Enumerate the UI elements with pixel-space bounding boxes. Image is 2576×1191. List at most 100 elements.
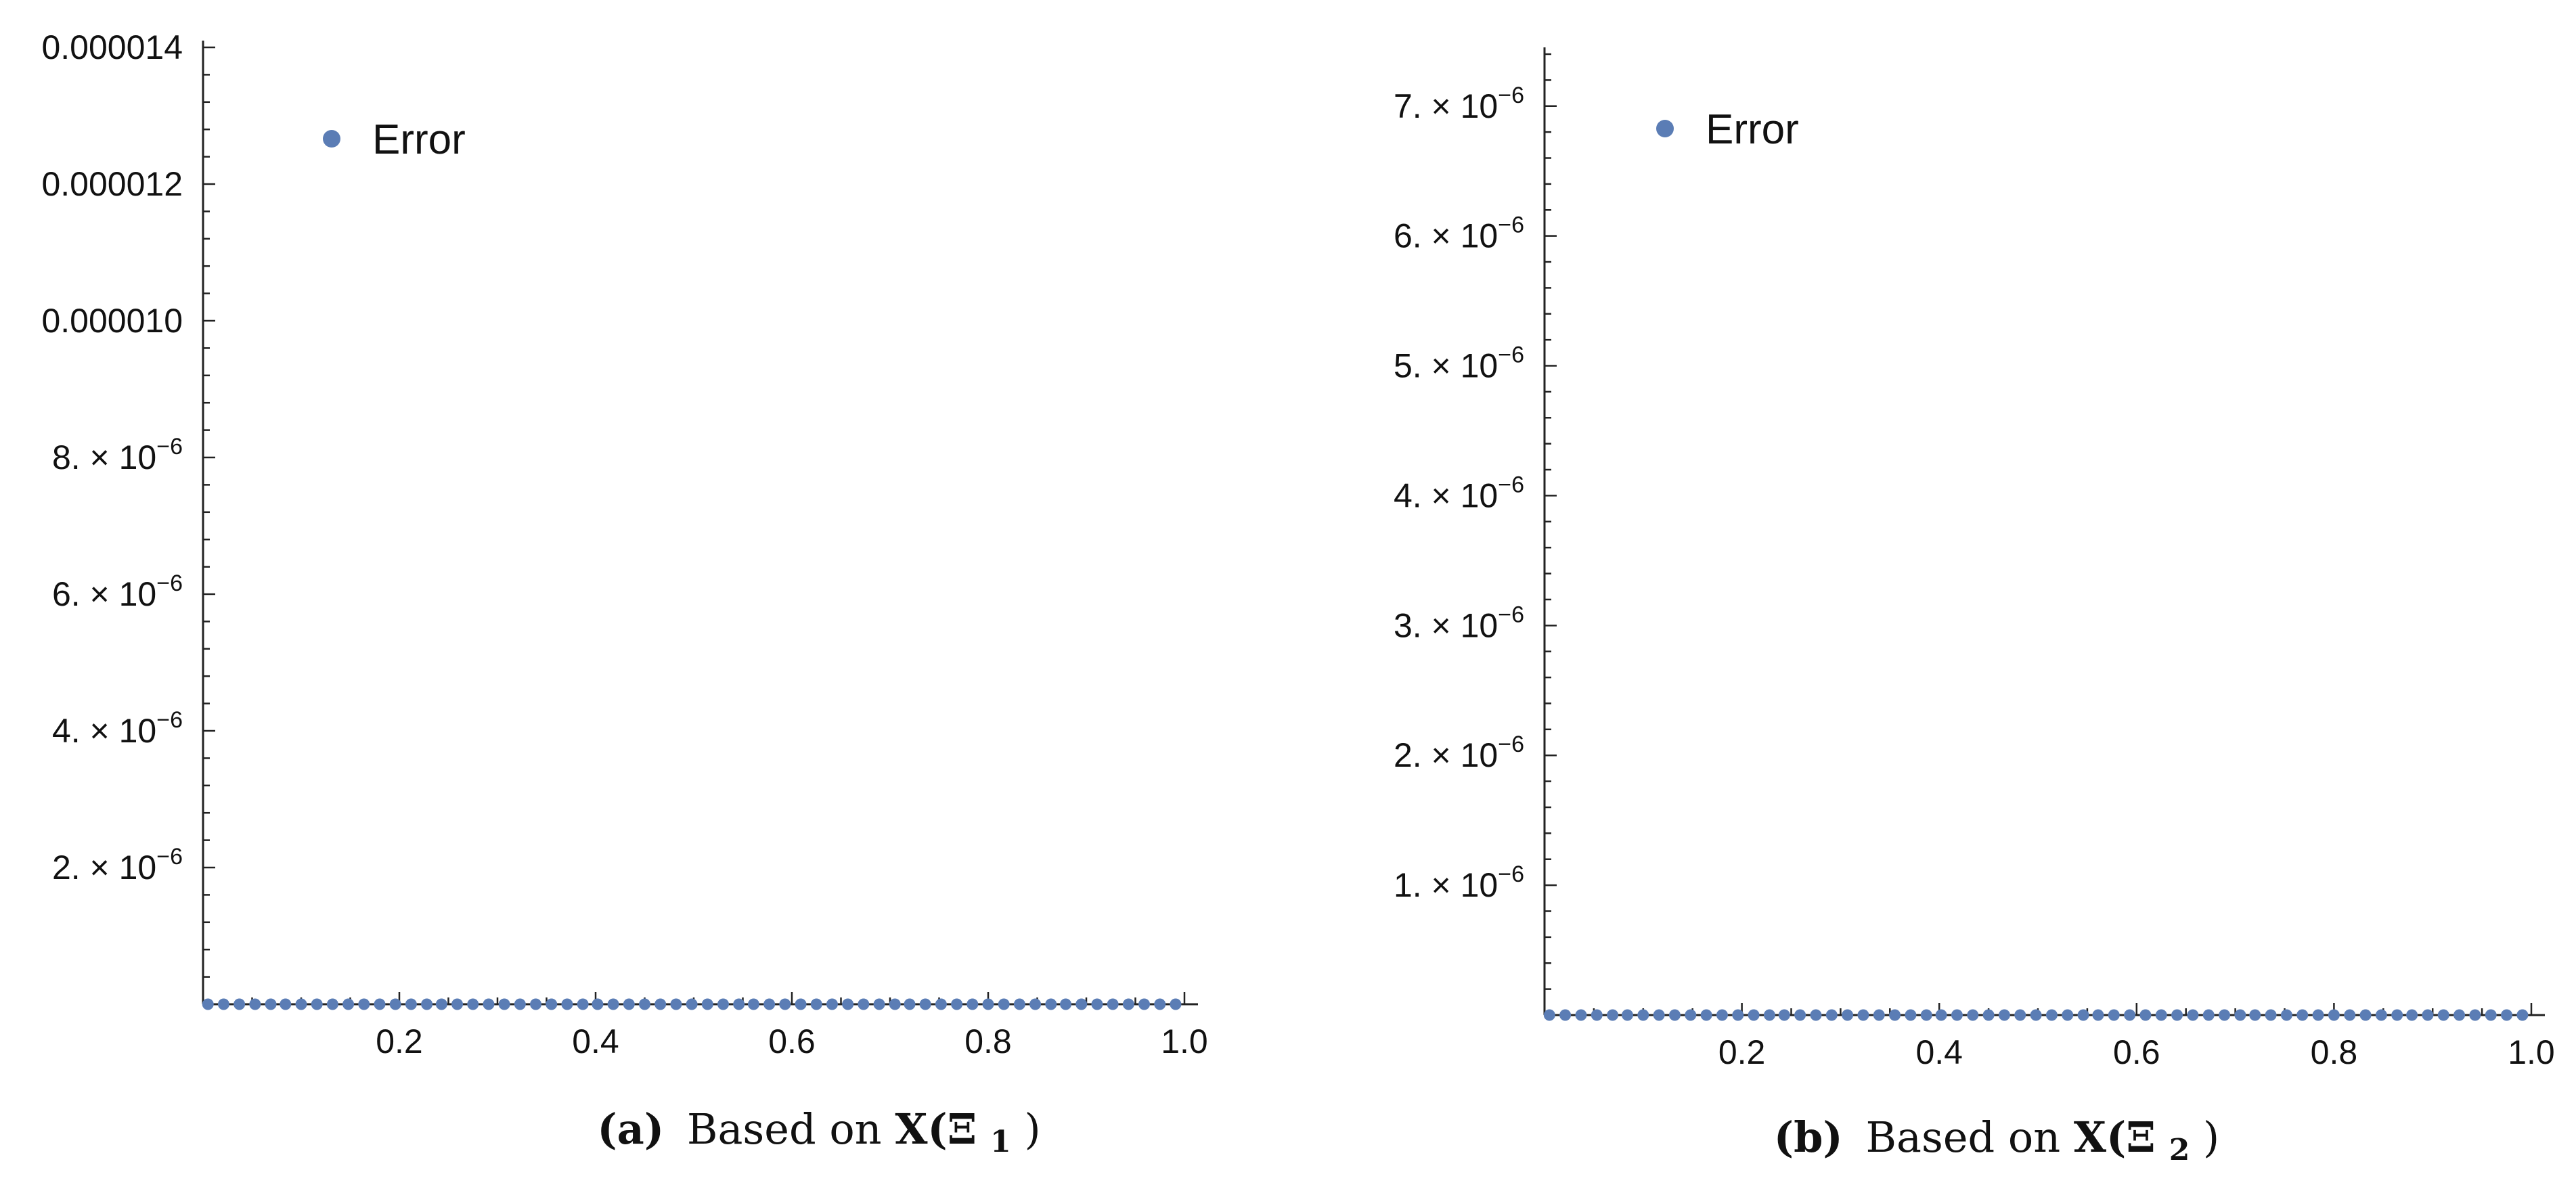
error-point-b bbox=[2234, 1009, 2246, 1021]
error-point-b bbox=[2092, 1009, 2104, 1021]
error-point-b bbox=[2391, 1009, 2403, 1021]
error-point-a bbox=[858, 998, 870, 1010]
y-tick-label-b: 1. × 10−6 bbox=[1394, 861, 1524, 904]
error-point-b bbox=[2077, 1009, 2089, 1021]
caption-b-close: ) bbox=[2203, 1113, 2219, 1162]
y-tick-label-a: 0.000012 bbox=[41, 165, 183, 203]
error-point-b bbox=[2406, 1009, 2418, 1021]
y-tick-label-b: 2. × 10−6 bbox=[1394, 732, 1524, 774]
error-point-b bbox=[2062, 1009, 2074, 1021]
error-point-b bbox=[1794, 1009, 1806, 1021]
error-point-a bbox=[530, 998, 542, 1010]
error-point-a bbox=[1154, 998, 1166, 1010]
y-tick-label-b: 5. × 10−6 bbox=[1394, 342, 1524, 385]
error-point-a bbox=[1091, 998, 1103, 1010]
error-point-b bbox=[2375, 1009, 2387, 1021]
y-tick-label-a: 6. × 10−6 bbox=[52, 570, 183, 613]
legend-label-a: Error bbox=[372, 116, 466, 163]
error-point-a bbox=[639, 998, 650, 1010]
error-point-a bbox=[311, 998, 323, 1010]
error-point-a bbox=[405, 998, 417, 1010]
error-point-a bbox=[467, 998, 479, 1010]
error-point-b bbox=[1621, 1009, 1633, 1021]
error-point-b bbox=[1857, 1009, 1869, 1021]
error-point-b bbox=[1559, 1009, 1572, 1021]
error-point-a bbox=[763, 998, 776, 1010]
error-point-a bbox=[686, 998, 698, 1010]
error-point-a bbox=[717, 998, 729, 1010]
error-point-b bbox=[1716, 1009, 1728, 1021]
x-tick-label-a: 1.0 bbox=[1161, 1023, 1208, 1060]
error-point-b bbox=[2108, 1009, 2120, 1021]
error-point-b bbox=[2030, 1009, 2042, 1021]
error-point-a bbox=[904, 998, 916, 1010]
error-point-b bbox=[2422, 1009, 2434, 1021]
error-point-a bbox=[779, 998, 791, 1010]
y-tick-label-a: 0.000010 bbox=[41, 302, 183, 340]
error-point-a bbox=[889, 998, 901, 1010]
error-point-a bbox=[592, 998, 604, 1010]
error-point-b bbox=[1935, 1009, 1947, 1021]
error-point-b bbox=[1653, 1009, 1665, 1021]
error-point-a bbox=[435, 998, 447, 1010]
error-point-b bbox=[2014, 1009, 2026, 1021]
error-point-a bbox=[623, 998, 635, 1010]
error-point-b bbox=[1967, 1009, 1979, 1021]
error-point-b bbox=[2516, 1009, 2529, 1021]
caption-a-math: X(Ξ bbox=[895, 1104, 977, 1154]
caption-a-sub: 1 bbox=[990, 1125, 1011, 1159]
x-tick-label-a: 0.6 bbox=[768, 1023, 816, 1060]
error-point-b bbox=[1575, 1009, 1587, 1021]
error-point-b bbox=[2202, 1009, 2215, 1021]
y-tick-label-a: 0.000014 bbox=[41, 28, 183, 66]
error-point-b bbox=[1763, 1009, 1775, 1021]
error-point-b bbox=[1778, 1009, 1790, 1021]
error-point-b bbox=[1873, 1009, 1885, 1021]
y-tick-label-b: 3. × 10−6 bbox=[1394, 602, 1524, 644]
caption-b-math: X(Ξ bbox=[2074, 1113, 2156, 1162]
error-point-a bbox=[234, 998, 246, 1010]
error-point-a bbox=[546, 998, 558, 1010]
error-point-b bbox=[2045, 1009, 2058, 1021]
error-point-b bbox=[2280, 1009, 2292, 1021]
error-point-a bbox=[733, 998, 745, 1010]
error-point-a bbox=[982, 998, 994, 1010]
error-point-b bbox=[2485, 1009, 2497, 1021]
y-tick-label-a: 8. × 10−6 bbox=[52, 434, 183, 476]
error-point-b bbox=[1637, 1009, 1649, 1021]
error-point-a bbox=[747, 998, 759, 1010]
caption-b-text: Based on bbox=[1866, 1113, 2074, 1162]
y-tick-label-b: 4. × 10−6 bbox=[1394, 472, 1524, 514]
error-point-b bbox=[1607, 1009, 1619, 1021]
error-point-b bbox=[1825, 1009, 1838, 1021]
error-point-b bbox=[1951, 1009, 1963, 1021]
x-tick-label-a: 0.4 bbox=[572, 1023, 619, 1060]
error-point-b bbox=[1842, 1009, 1854, 1021]
error-point-a bbox=[998, 998, 1010, 1010]
error-point-b bbox=[2453, 1009, 2466, 1021]
error-point-b bbox=[2249, 1009, 2261, 1021]
error-point-b bbox=[2296, 1009, 2309, 1021]
error-point-b bbox=[1905, 1009, 1917, 1021]
error-point-b bbox=[1668, 1009, 1681, 1021]
error-point-b bbox=[1732, 1009, 1744, 1021]
error-point-a bbox=[249, 998, 261, 1010]
caption-a: (a) Based on X(Ξ 1 ) bbox=[597, 1104, 1040, 1162]
x-tick-label-b: 0.4 bbox=[1915, 1033, 1963, 1071]
error-point-a bbox=[810, 998, 822, 1010]
caption-b: (b) Based on X(Ξ 2 ) bbox=[1774, 1113, 2220, 1170]
error-point-a bbox=[326, 998, 338, 1010]
error-point-a bbox=[1138, 998, 1151, 1010]
caption-a-text: Based on bbox=[687, 1104, 895, 1154]
error-point-b bbox=[2359, 1009, 2372, 1021]
error-point-b bbox=[1700, 1009, 1712, 1021]
error-point-a bbox=[1045, 998, 1057, 1010]
error-point-a bbox=[919, 998, 931, 1010]
error-point-a bbox=[217, 998, 229, 1010]
error-point-a bbox=[421, 998, 433, 1010]
error-point-a bbox=[842, 998, 854, 1010]
error-point-a bbox=[451, 998, 464, 1010]
error-point-b bbox=[1982, 1009, 1995, 1021]
error-point-b bbox=[1810, 1009, 1822, 1021]
